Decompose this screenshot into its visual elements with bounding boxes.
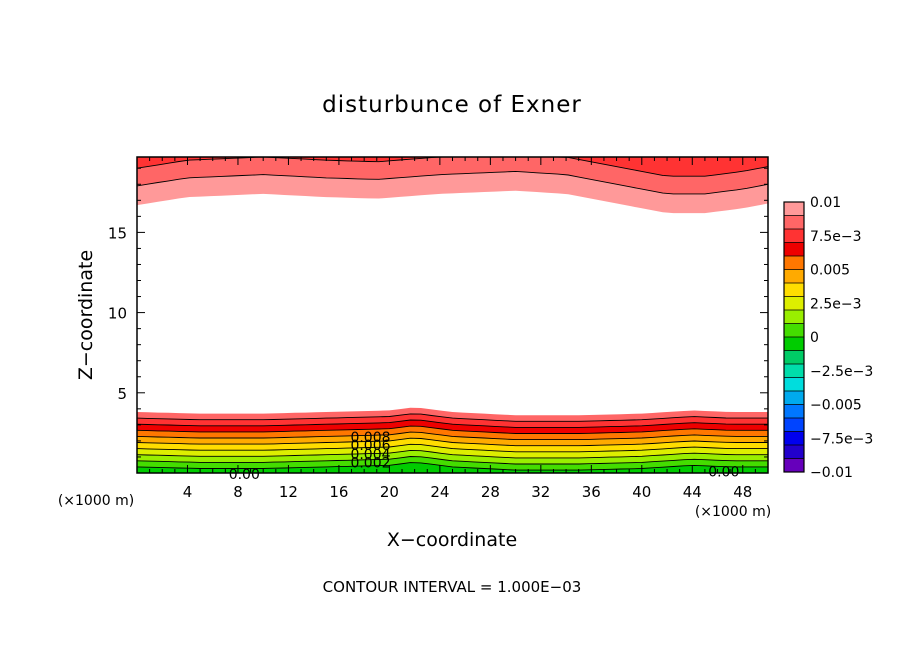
- bottom-contour-line: [136, 443, 768, 453]
- bottom-contour-line: [136, 419, 768, 428]
- x-unit-left: (×1000 m): [58, 493, 134, 509]
- y-tick-label: 10: [108, 305, 127, 323]
- x-tick-label: 12: [279, 483, 298, 501]
- colorbar-swatch: [784, 256, 804, 270]
- colorbar-swatch: [784, 337, 804, 351]
- colorbar-swatch: [784, 202, 804, 216]
- colorbar-label: 0: [810, 330, 819, 346]
- x-axis-label: X−coordinate: [387, 529, 517, 551]
- x-tick-label: 20: [380, 483, 399, 501]
- x-tick-label: 32: [531, 483, 550, 501]
- x-tick-label: 48: [733, 483, 752, 501]
- contour-label: 0.00: [229, 467, 260, 483]
- colorbar-swatch: [784, 445, 804, 459]
- colorbar-label: −0.01: [810, 465, 853, 481]
- bottom-contour-line: [136, 437, 768, 447]
- colorbar-label: −0.005: [810, 398, 862, 414]
- y-tick-labels: 5 10 15: [108, 224, 127, 402]
- contour-label: 0.004: [350, 447, 390, 463]
- colorbar-swatch: [784, 283, 804, 297]
- x-tick-label: 4: [183, 483, 193, 501]
- colorbar-swatch: [784, 310, 804, 324]
- x-tick-labels: 4 8 12 16 20 24 28 32 36 40 44 48: [183, 483, 753, 501]
- bottom-contour-line: [136, 425, 768, 434]
- x-tick-label: 8: [233, 483, 243, 501]
- colorbar-swatch: [784, 458, 804, 473]
- x-tick-label: 24: [430, 483, 449, 501]
- colorbar-swatch: [784, 391, 804, 405]
- colorbar-swatch: [784, 377, 804, 392]
- top-contour-band: [137, 157, 768, 177]
- bottom-contour-band: [137, 462, 768, 473]
- colorbar: [783, 201, 805, 473]
- colorbar-swatch: [784, 215, 804, 230]
- chart-title: disturbunce of Exner: [322, 92, 582, 118]
- contour-label: 0.006: [350, 438, 390, 454]
- x-tick-label: 36: [582, 483, 601, 501]
- y-tick-label: 5: [117, 385, 127, 403]
- colorbar-swatch: [784, 404, 804, 419]
- x-tick-label: 16: [329, 483, 348, 501]
- colorbar-labels: 0.01 7.5e−3 0.005 2.5e−3 0 −2.5e−3 −0.005 −7.5e…: [810, 195, 873, 481]
- top-contour-band: [137, 157, 768, 194]
- x-tick-label: 44: [683, 483, 702, 501]
- colorbar-swatch: [784, 242, 804, 257]
- colorbar-swatch: [784, 229, 804, 243]
- colorbar-label: 7.5e−3: [810, 229, 862, 245]
- colorbar-swatch: [784, 296, 804, 311]
- colorbar-label: −2.5e−3: [810, 364, 873, 380]
- bottom-contour-line: [136, 413, 768, 422]
- bottom-contour-line: [136, 449, 768, 459]
- y-axis-label: Z−coordinate: [75, 250, 97, 380]
- colorbar-frame: [783, 201, 805, 473]
- bottom-contour-line: [136, 456, 768, 465]
- top-contour-line: [136, 170, 769, 195]
- contour-interval-note: CONTOUR INTERVAL = 1.000E−03: [323, 578, 582, 596]
- colorbar-swatch: [784, 431, 804, 446]
- bottom-contour-line: [136, 462, 768, 471]
- colorbar-swatch: [784, 350, 804, 365]
- colorbar-swatch: [784, 269, 804, 284]
- colorbar-label: 0.01: [810, 195, 841, 211]
- x-unit-right: (×1000 m): [695, 504, 771, 520]
- x-tick-label: 40: [632, 483, 651, 501]
- contour-label: 0.002: [350, 456, 390, 472]
- bottom-contour-line: [136, 431, 768, 441]
- colorbar-label: 0.005: [810, 263, 850, 279]
- colorbar-swatch: [784, 323, 804, 338]
- colorbar-swatch: [784, 364, 804, 378]
- colorbar-label: −7.5e−3: [810, 431, 873, 447]
- contour-label: 0.008: [350, 430, 390, 446]
- x-tick-label: 28: [481, 483, 500, 501]
- colorbar-label: 2.5e−3: [810, 296, 862, 312]
- colorbar-swatch: [784, 418, 804, 432]
- contour-lines-layer: [136, 156, 769, 471]
- axis-ticks: [137, 157, 768, 473]
- y-tick-label: 15: [108, 224, 127, 242]
